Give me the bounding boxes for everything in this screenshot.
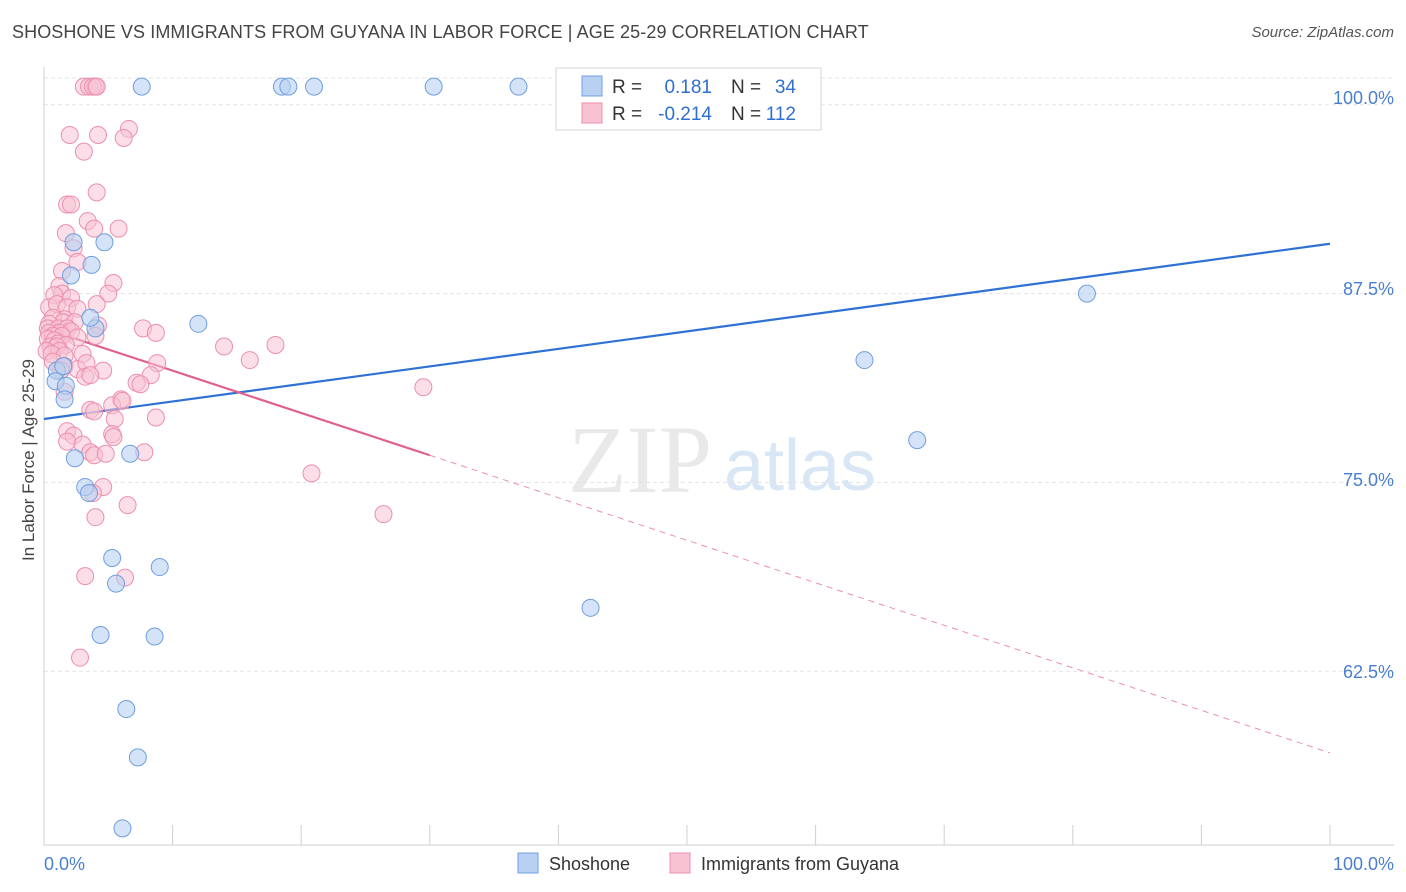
point-shoshone-14 — [54, 357, 73, 376]
point-guyana-71 — [81, 366, 100, 385]
point-guyana-76 — [414, 378, 433, 397]
point-guyana-14 — [85, 219, 104, 238]
point-shoshone-28 — [128, 748, 147, 767]
point-guyana-5 — [60, 125, 79, 144]
x-tick-label-max: 100.0% — [1333, 854, 1394, 874]
legend-n-label-shoshone: N = — [731, 77, 761, 98]
point-guyana-12 — [62, 195, 81, 214]
point-shoshone-25 — [91, 626, 110, 645]
point-shoshone-12 — [81, 308, 100, 327]
point-shoshone-9 — [62, 266, 81, 285]
point-shoshone-3 — [305, 77, 324, 96]
point-shoshone-22 — [103, 548, 122, 567]
point-guyana-15 — [109, 219, 128, 238]
point-shoshone-8 — [82, 255, 101, 274]
bottom-legend-swatch-guyana — [669, 852, 691, 874]
point-guyana-9 — [74, 142, 93, 161]
point-shoshone-30 — [855, 351, 874, 370]
point-shoshone-32 — [1077, 284, 1096, 303]
axes — [43, 67, 1394, 846]
bottom-legend-label-shoshone: Shoshone — [549, 854, 630, 874]
point-guyana-98 — [86, 508, 105, 527]
point-guyana-94 — [302, 464, 321, 483]
point-guyana-6 — [89, 125, 108, 144]
point-guyana-97 — [118, 496, 137, 515]
y-tick-label-87-5: 87.5% — [1343, 279, 1394, 299]
series-legend: Shoshone Immigrants from Guyana — [517, 852, 900, 874]
point-guyana-99 — [374, 505, 393, 524]
point-guyana-62 — [240, 351, 259, 370]
point-shoshone-6 — [64, 233, 83, 252]
point-guyana-4 — [87, 77, 106, 96]
point-shoshone-29 — [113, 819, 132, 838]
bottom-legend-label-guyana: Immigrants from Guyana — [701, 854, 900, 874]
legend-r-value-guyana: -0.214 — [658, 104, 712, 125]
point-shoshone-0 — [132, 77, 151, 96]
point-guyana-83 — [105, 409, 124, 428]
x-tick-label-min: 0.0% — [44, 854, 85, 874]
point-guyana-101 — [76, 567, 95, 586]
trend-line-guyana-extension — [429, 454, 1331, 754]
legend-swatch-guyana — [581, 102, 603, 124]
legend-r-label-guyana: R = — [612, 104, 642, 125]
point-shoshone-31 — [908, 431, 927, 450]
legend-r-label-shoshone: R = — [612, 77, 642, 98]
point-shoshone-10 — [189, 314, 208, 333]
point-shoshone-27 — [117, 700, 136, 719]
legend-swatch-shoshone — [581, 75, 603, 97]
point-shoshone-18 — [65, 449, 84, 468]
grid-lines — [44, 77, 1394, 672]
point-shoshone-17 — [55, 390, 74, 409]
legend-n-label-guyana: N = — [731, 104, 761, 125]
legend-r-value-shoshone: 0.181 — [664, 77, 712, 98]
bottom-legend-swatch-shoshone — [517, 852, 539, 874]
point-guyana-86 — [104, 428, 123, 447]
point-shoshone-21 — [80, 484, 99, 503]
point-guyana-81 — [146, 408, 165, 427]
point-shoshone-4 — [424, 77, 443, 96]
point-guyana-10 — [87, 183, 106, 202]
point-shoshone-33 — [581, 598, 600, 617]
scatter-points — [37, 77, 1096, 838]
legend-n-value-shoshone: 34 — [775, 77, 797, 98]
point-guyana-88 — [58, 432, 77, 451]
trend-line-shoshone — [43, 242, 1331, 421]
point-guyana-93 — [96, 444, 115, 463]
point-shoshone-23 — [150, 558, 169, 577]
point-guyana-82 — [113, 391, 132, 410]
point-shoshone-2 — [279, 77, 298, 96]
point-shoshone-26 — [145, 627, 164, 646]
chart-title: SHOSHONE VS IMMIGRANTS FROM GUYANA IN LA… — [12, 22, 869, 42]
point-guyana-74 — [131, 375, 150, 394]
chart-source: Source: ZipAtlas.com — [1251, 24, 1394, 41]
stats-legend: R = 0.181 N = 34 R = -0.214 N = 112 — [555, 67, 822, 131]
point-shoshone-7 — [95, 233, 114, 252]
trend-line-guyana — [43, 327, 431, 457]
watermark-atlas: atlas — [724, 426, 876, 506]
point-shoshone-24 — [107, 574, 126, 593]
watermark-zip: ZIP — [568, 406, 712, 513]
legend-n-value-guyana: 112 — [766, 104, 796, 125]
point-guyana-80 — [85, 402, 104, 421]
y-tick-label-62-5: 62.5% — [1343, 662, 1394, 682]
point-guyana-102 — [71, 648, 90, 667]
y-tick-label-100: 100.0% — [1333, 88, 1394, 108]
trend-lines — [43, 242, 1331, 754]
point-shoshone-19 — [121, 444, 140, 463]
y-tick-label-75: 75.0% — [1343, 470, 1394, 490]
point-guyana-59 — [146, 323, 165, 342]
point-guyana-8 — [114, 129, 133, 148]
point-guyana-61 — [266, 335, 285, 354]
point-guyana-60 — [215, 337, 234, 356]
point-shoshone-5 — [509, 77, 528, 96]
point-guyana-23 — [99, 284, 118, 303]
y-axis-label: In Labor Force | Age 25-29 — [19, 359, 38, 561]
